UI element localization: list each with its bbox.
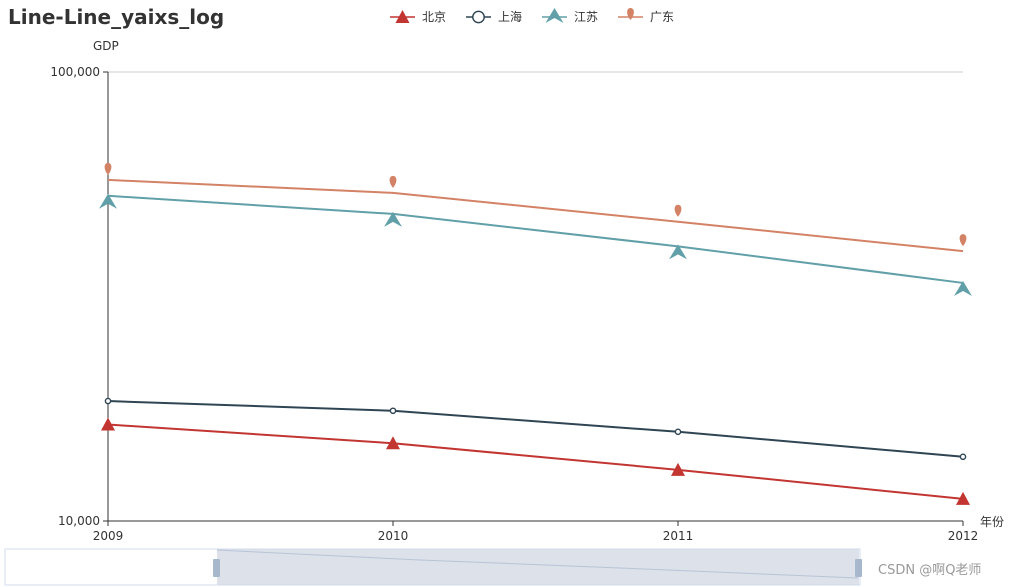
legend-label: 北京 <box>422 10 446 24</box>
chart-title: Line-Line_yaixs_log <box>8 5 224 29</box>
x-tick-label: 2010 <box>378 529 409 543</box>
data-zoom-left-handle[interactable] <box>213 559 220 577</box>
axes: 10,000 100,000 2009 2010 2011 2012 <box>50 65 978 543</box>
x-axis-label: 年份 <box>980 515 1004 529</box>
data-point[interactable] <box>386 436 400 450</box>
data-point[interactable] <box>959 234 967 247</box>
legend[interactable]: 北京 上海 江苏 广东 <box>390 8 674 24</box>
series-line <box>107 400 964 458</box>
data-point[interactable] <box>101 417 115 431</box>
legend-symbol-icon <box>545 8 564 23</box>
legend-item[interactable]: 江苏 <box>542 8 598 24</box>
legend-symbol-icon <box>472 10 485 24</box>
legend-symbol-icon <box>395 10 410 23</box>
series-广东 <box>104 162 967 253</box>
data-point[interactable] <box>671 462 685 476</box>
series-layer <box>99 162 972 505</box>
data-point[interactable] <box>104 162 112 175</box>
data-point[interactable] <box>99 193 117 209</box>
data-point[interactable] <box>104 397 112 405</box>
data-zoom-slider[interactable] <box>4 548 862 586</box>
y-tick-label: 100,000 <box>50 65 100 79</box>
y-tick-label: 10,000 <box>58 514 100 528</box>
legend-label: 广东 <box>650 10 674 24</box>
series-上海 <box>104 397 967 461</box>
series-line <box>107 194 964 284</box>
legend-symbol-icon <box>627 8 634 20</box>
data-zoom-shadow-line <box>216 549 859 579</box>
data-zoom-right-handle[interactable] <box>855 559 862 577</box>
data-point[interactable] <box>954 280 972 296</box>
series-line <box>107 178 964 253</box>
data-point[interactable] <box>674 428 682 436</box>
y-axis-label: GDP <box>93 39 119 53</box>
data-point[interactable] <box>956 491 970 505</box>
data-point[interactable] <box>674 204 682 217</box>
legend-item[interactable]: 北京 <box>390 10 446 24</box>
x-tick-label: 2011 <box>663 529 694 543</box>
legend-item[interactable]: 广东 <box>618 8 674 24</box>
data-point[interactable] <box>384 211 402 227</box>
series-line <box>107 423 964 500</box>
data-point[interactable] <box>959 453 967 461</box>
legend-item[interactable]: 上海 <box>466 9 522 24</box>
data-point[interactable] <box>389 175 397 188</box>
x-tick-label: 2009 <box>93 529 124 543</box>
series-北京 <box>101 417 970 505</box>
watermark: CSDN @啊Q老师 <box>878 563 981 578</box>
legend-label: 江苏 <box>574 10 598 24</box>
x-tick-label: 2012 <box>948 529 979 543</box>
legend-label: 上海 <box>498 9 522 24</box>
series-江苏 <box>99 193 972 296</box>
data-point[interactable] <box>669 244 687 260</box>
data-point[interactable] <box>389 407 397 415</box>
